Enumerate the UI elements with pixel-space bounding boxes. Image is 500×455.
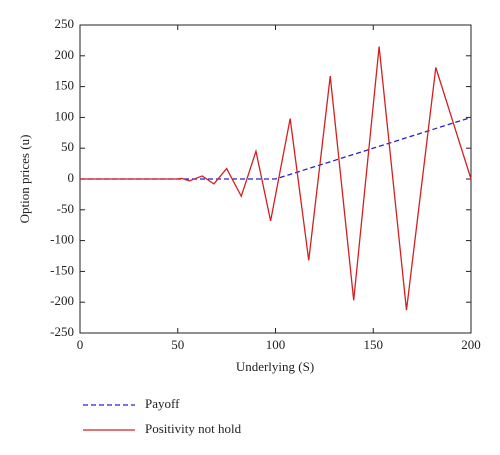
x-tick-label: 0 <box>77 337 84 352</box>
y-axis-label: Option prices (u) <box>17 135 32 224</box>
y-tick-label: -150 <box>50 262 74 277</box>
y-tick-label: 250 <box>55 16 75 31</box>
y-tick-label: -200 <box>50 293 74 308</box>
y-tick-label: -100 <box>50 232 74 247</box>
legend-label: Payoff <box>145 396 180 411</box>
x-tick-label: 100 <box>266 337 286 352</box>
y-tick-label: 0 <box>68 170 75 185</box>
x-tick-label: 150 <box>364 337 384 352</box>
x-tick-label: 50 <box>171 337 184 352</box>
y-tick-label: -50 <box>57 201 74 216</box>
y-tick-label: 100 <box>55 108 75 123</box>
x-tick-label: 200 <box>461 337 481 352</box>
legend-label: Positivity not hold <box>145 421 242 436</box>
y-tick-label: 150 <box>55 78 75 93</box>
y-tick-label: -250 <box>50 324 74 339</box>
y-tick-label: 200 <box>55 47 75 62</box>
data-line <box>80 46 472 311</box>
x-axis-label: Underlying (S) <box>236 359 314 374</box>
data-line <box>80 116 472 180</box>
y-tick-label: 50 <box>61 139 74 154</box>
